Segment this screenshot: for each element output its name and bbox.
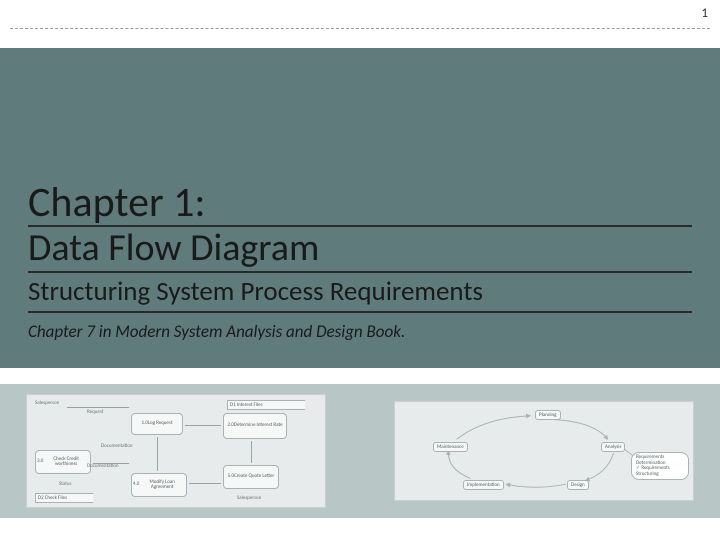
cycle-node: Analysis	[601, 442, 625, 452]
cycle-node: Planning	[535, 410, 561, 420]
thumbnail-dfd: Salesperson D1 Interest Files 1.0 Log Re…	[26, 394, 326, 508]
dfd-process: 3.0 Check Credit worthiness	[35, 450, 91, 474]
dfd-process-name: Create Quote Letter	[234, 474, 274, 479]
dfd-arrow	[67, 407, 129, 408]
subtitle: Structuring System Process Requirements	[28, 277, 692, 313]
cycle-callout: Requirements Determination ✓ Requirement…	[631, 452, 689, 480]
dfd-process-name: Modify Loan Agreement	[139, 480, 185, 491]
divider-dashed	[10, 28, 710, 29]
dfd-arrow	[189, 483, 221, 484]
dfd-arrow	[157, 437, 158, 471]
dfd-flow-label: Documentation	[101, 443, 133, 449]
chapter-heading: Chapter 1:	[28, 181, 692, 227]
dfd-process: 1.0 Log Request	[131, 413, 183, 435]
dfd-datastore: D1 Interest Files	[227, 400, 305, 410]
dfd-entity: Salesperson	[237, 495, 261, 501]
dfd-flow-label: Status	[59, 481, 72, 487]
dfd-process: 5.0 Create Quote Letter	[223, 465, 279, 489]
cycle-node: Implementation	[463, 480, 504, 490]
dfd-flow-label: Request	[87, 409, 103, 415]
dfd-entity: Salesperson	[35, 400, 59, 406]
dfd-process: 2.0 Determine Interest Rate	[223, 413, 287, 439]
dfd-diagram: Salesperson D1 Interest Files 1.0 Log Re…	[27, 395, 325, 507]
dfd-process-name: Determine Interest Rate	[234, 423, 283, 428]
page-number: 1	[701, 6, 708, 21]
callout-line: ✓ Requirements Structuring	[636, 466, 684, 477]
title-inner: Chapter 1: Data Flow Diagram Structuring…	[28, 181, 692, 342]
dfd-arrow	[93, 463, 129, 464]
dfd-process-name: Check Credit worthiness	[43, 457, 89, 468]
thumbnail-sdlc-cycle: Planning Analysis Design Implementation …	[394, 401, 694, 501]
main-title: Data Flow Diagram	[28, 229, 692, 273]
dfd-arrow	[251, 441, 252, 463]
image-stripe: Salesperson D1 Interest Files 1.0 Log Re…	[0, 384, 720, 518]
cycle-node: Maintenance	[433, 442, 468, 452]
title-block: Chapter 1: Data Flow Diagram Structuring…	[0, 48, 720, 368]
dfd-process-name: Log Request	[148, 421, 173, 426]
reference-text: Chapter 7 in Modern System Analysis and …	[28, 321, 692, 342]
dfd-datastore: D2 Check Files	[35, 493, 93, 503]
cycle-diagram: Planning Analysis Design Implementation …	[395, 402, 693, 500]
dfd-arrow	[185, 425, 221, 426]
dfd-process: 4.0 Modify Loan Agreement	[131, 473, 187, 497]
cycle-node: Design	[567, 480, 589, 490]
